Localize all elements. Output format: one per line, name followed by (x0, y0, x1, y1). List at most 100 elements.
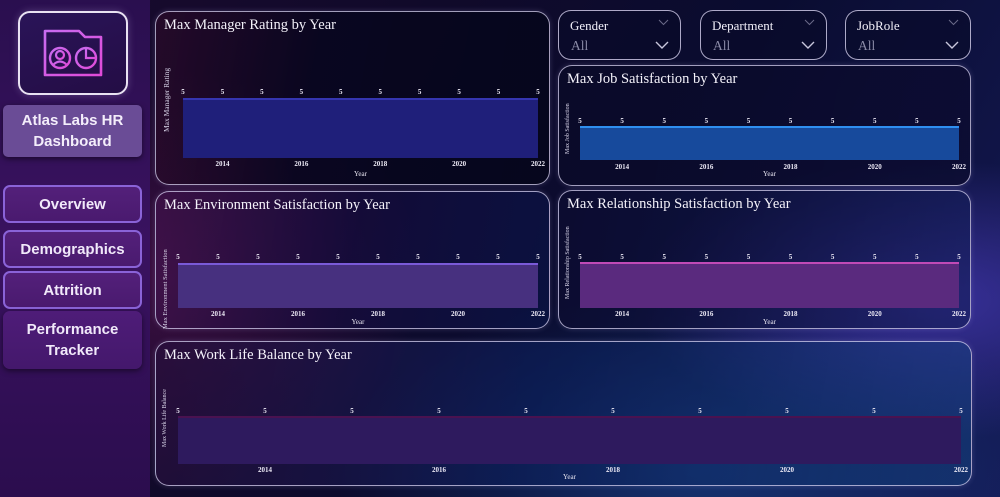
data-label: 5 (704, 117, 709, 125)
x-tick-label: 2016 (699, 310, 714, 318)
x-axis-title: Year (763, 318, 776, 326)
data-label: 5 (620, 253, 624, 261)
chevron-down-icon[interactable] (945, 41, 959, 49)
data-label: 5 (216, 253, 220, 261)
data-label: 5 (788, 117, 793, 125)
x-tick-label: 2016 (294, 160, 309, 168)
x-axis-title: Year (563, 473, 576, 481)
nav-attrition-button[interactable]: Attrition (3, 271, 142, 309)
data-label: 5 (578, 117, 582, 125)
data-label: 5 (176, 253, 180, 261)
data-label: 5 (220, 88, 225, 96)
nav-demographics-button[interactable]: Demographics (3, 230, 142, 268)
x-tick-label: 2018 (371, 310, 385, 318)
data-label: 5 (957, 253, 961, 261)
x-tick-label: 2014 (615, 310, 630, 318)
data-label: 5 (260, 88, 264, 96)
data-label: 5 (704, 253, 709, 261)
data-label: 5 (536, 253, 540, 261)
data-label: 5 (959, 407, 963, 415)
data-label: 5 (496, 88, 501, 96)
job-chart-card: Max Job Satisfaction by Year Max Job Sati… (558, 65, 971, 186)
chevron-down-icon[interactable] (655, 41, 669, 49)
data-label: 5 (746, 253, 751, 261)
x-tick-label: 2020 (780, 466, 794, 474)
data-label: 5 (872, 407, 876, 415)
environment-chart-card: Max Environment Satisfaction by Year Max … (155, 191, 550, 329)
worklife-chart-card: Max Work Life Balance by Year Max Work Li… (155, 341, 972, 486)
data-label: 5 (437, 407, 441, 415)
x-axis-title: Year (763, 170, 776, 178)
x-tick-label: 2020 (451, 310, 465, 318)
nav-overview-button[interactable]: Overview (3, 185, 142, 223)
data-label: 5 (662, 117, 666, 125)
x-tick-label: 2014 (615, 163, 630, 171)
logo (18, 11, 128, 95)
x-tick-label: 2022 (531, 160, 545, 168)
data-label: 5 (873, 253, 877, 261)
data-label: 5 (350, 407, 354, 415)
chart-title: Max Manager Rating by Year (164, 17, 336, 33)
data-label: 5 (416, 253, 420, 261)
dashboard-title: Atlas Labs HR Dashboard (3, 105, 142, 157)
gender-filter-value: All (571, 38, 589, 53)
x-tick-label: 2022 (952, 310, 966, 318)
data-label: 5 (417, 88, 422, 96)
y-axis-label: Max Work Life Balance (162, 389, 168, 447)
data-label: 5 (524, 407, 528, 415)
x-tick-label: 2022 (954, 466, 968, 474)
data-label: 5 (788, 253, 793, 261)
data-label: 5 (181, 88, 185, 96)
area-series[interactable] (580, 126, 959, 160)
x-tick-label: 2020 (452, 160, 467, 168)
area-series[interactable] (178, 263, 538, 308)
x-tick-label: 2022 (952, 163, 966, 171)
nav-performance-tracker-button[interactable]: Performance Tracker (3, 311, 142, 369)
data-label: 5 (915, 117, 919, 125)
x-tick-label: 2014 (211, 310, 225, 318)
data-label: 5 (376, 253, 380, 261)
area-series[interactable] (580, 262, 959, 308)
x-tick-label: 2014 (215, 160, 230, 168)
data-label: 5 (256, 253, 260, 261)
data-label: 5 (578, 253, 582, 261)
chevron-down-icon[interactable] (948, 19, 959, 26)
data-label: 5 (620, 117, 624, 125)
x-tick-label: 2020 (867, 310, 882, 318)
x-tick-label: 2016 (432, 466, 446, 474)
y-axis-label: Max Job Satisfaction (565, 103, 571, 154)
data-label: 5 (536, 88, 540, 96)
data-label: 5 (496, 253, 500, 261)
x-tick-label: 2018 (783, 163, 798, 171)
x-axis-title: Year (351, 318, 365, 326)
data-label: 5 (785, 407, 789, 415)
chevron-down-icon[interactable] (801, 41, 815, 49)
data-label: 5 (915, 253, 919, 261)
x-tick-label: 2018 (373, 160, 388, 168)
area-series[interactable] (183, 98, 538, 158)
gender-filter[interactable]: Gender All (558, 10, 681, 60)
data-label: 5 (299, 88, 304, 96)
jobrole-filter[interactable]: JobRole All (845, 10, 971, 60)
data-label: 5 (336, 253, 340, 261)
manager-chart-card: Max Manager Rating by Year Max Manager Ra… (155, 11, 550, 185)
area-series[interactable] (178, 416, 961, 464)
x-tick-label: 2018 (606, 466, 620, 474)
chart-title: Max Environment Satisfaction by Year (164, 197, 390, 213)
x-tick-label: 2016 (291, 310, 305, 318)
chevron-down-icon[interactable] (804, 19, 815, 26)
data-label: 5 (662, 253, 666, 261)
jobrole-filter-value: All (858, 38, 876, 53)
data-label: 5 (830, 253, 835, 261)
y-axis-label: Max Manager Rating (162, 67, 171, 132)
data-label: 5 (873, 117, 877, 125)
data-label: 5 (611, 407, 615, 415)
x-tick-label: 2022 (531, 310, 545, 318)
chevron-down-icon[interactable] (658, 19, 669, 26)
y-axis-label: Max Environment Satisfaction (162, 249, 169, 329)
department-filter-label: Department (712, 18, 774, 33)
data-label: 5 (457, 88, 461, 96)
x-axis-title: Year (354, 170, 367, 178)
data-label: 5 (456, 253, 460, 261)
department-filter[interactable]: Department All (700, 10, 827, 60)
